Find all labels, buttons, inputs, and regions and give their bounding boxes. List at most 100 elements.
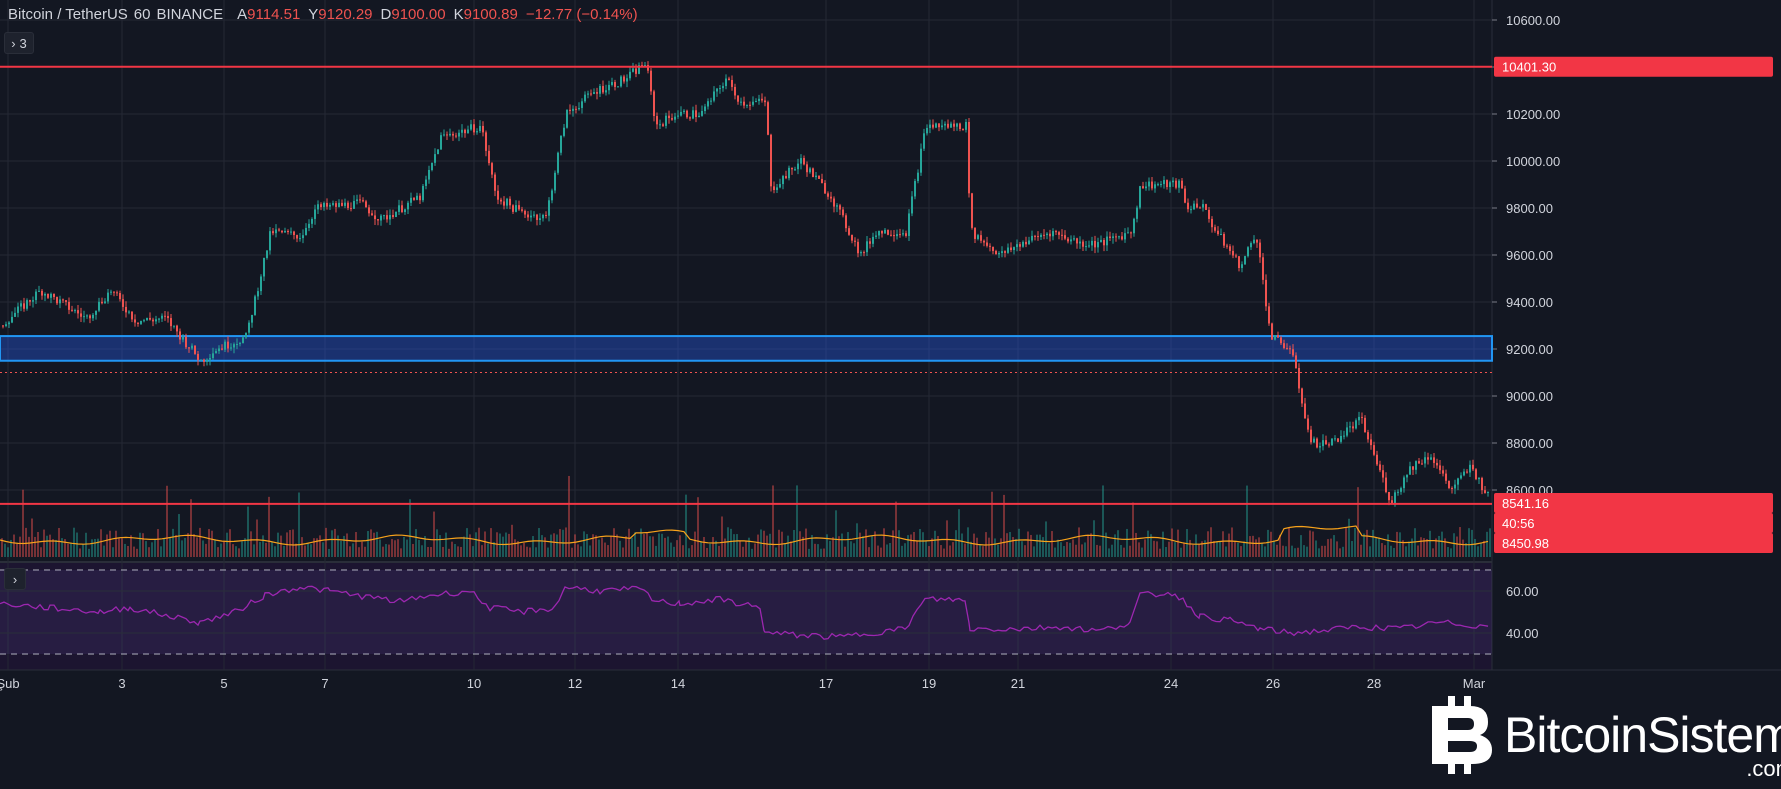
volume-bar <box>1168 541 1170 557</box>
volume-bar <box>1396 531 1398 557</box>
candle-body <box>599 86 601 94</box>
candle-body <box>884 229 886 234</box>
volume-bar <box>1057 539 1059 557</box>
volume-bar <box>304 545 306 557</box>
volume-bar <box>1072 539 1074 557</box>
candle-body <box>632 68 634 72</box>
candle-body <box>521 209 523 211</box>
indicators-toggle-button[interactable]: › 3 <box>4 32 34 54</box>
candle-body <box>923 133 925 149</box>
volume-bar <box>961 533 963 557</box>
candle-body <box>437 149 439 155</box>
candle-body <box>182 336 184 340</box>
volume-bar <box>1345 527 1347 557</box>
volume-bar <box>1051 531 1053 557</box>
candle-body <box>935 123 937 128</box>
volume-bar <box>238 548 240 557</box>
volume-bar <box>361 541 363 557</box>
volume-bar <box>1468 528 1470 557</box>
candle-body <box>125 306 127 313</box>
interval-label[interactable]: 60 <box>133 6 151 23</box>
candle-body <box>998 253 1000 255</box>
rsi-toggle-button[interactable]: › <box>4 568 26 590</box>
volume-bar <box>730 528 732 557</box>
volume-bar <box>97 538 99 557</box>
candle-body <box>335 203 337 207</box>
candle-body <box>59 299 61 304</box>
candle-body <box>98 301 100 311</box>
candle-body <box>380 215 382 221</box>
volume-bar <box>1357 487 1359 557</box>
candle-body <box>701 111 703 116</box>
volume-bar <box>127 545 129 557</box>
y-tick-label: 9600.00 <box>1506 248 1553 263</box>
volume-bar <box>298 492 300 557</box>
chevron-right-icon: › <box>11 35 16 51</box>
volume-bar <box>1336 541 1338 557</box>
candle-body <box>224 341 226 350</box>
volume-bar <box>346 533 348 557</box>
candle-body <box>1355 420 1357 429</box>
volume-bar <box>619 540 621 557</box>
candle-body <box>23 303 25 309</box>
volume-bar <box>1297 547 1299 557</box>
volume-bar <box>865 529 867 557</box>
candle-body <box>1220 234 1222 236</box>
volume-bar <box>439 535 441 557</box>
candle-body <box>41 290 43 296</box>
volume-bar <box>718 545 720 557</box>
candle-body <box>791 167 793 170</box>
volume-bar <box>322 542 324 557</box>
volume-bar <box>1309 530 1311 557</box>
candle-body <box>794 169 796 171</box>
volume-bar <box>535 547 537 557</box>
candle-body <box>446 134 448 136</box>
candle-body <box>374 215 376 220</box>
volume-bar <box>358 547 360 557</box>
candle-body <box>1148 181 1150 187</box>
candle-body <box>1175 180 1177 188</box>
volume-bar <box>769 533 771 557</box>
candle-body <box>662 124 664 126</box>
candle-body <box>377 219 379 221</box>
volume-bar <box>742 546 744 557</box>
candle-body <box>782 176 784 185</box>
volume-bar <box>1063 546 1065 557</box>
volume-bar <box>130 535 132 557</box>
candle-body <box>980 235 982 241</box>
volume-bar <box>823 548 825 557</box>
candle-body <box>968 122 970 194</box>
candle-body <box>500 199 502 202</box>
volume-bar <box>1342 546 1344 557</box>
candle-body <box>485 132 487 151</box>
candle-body <box>233 344 235 348</box>
candle-body <box>464 129 466 134</box>
level-price-tag: 10401.30 <box>1502 60 1556 75</box>
volume-bar <box>214 539 216 557</box>
candle-body <box>605 90 607 93</box>
candle-body <box>938 123 940 128</box>
candle-body <box>608 84 610 91</box>
price-axis-background <box>1492 0 1781 789</box>
candle-body <box>1352 426 1354 429</box>
candle-body <box>161 315 163 319</box>
symbol-name[interactable]: Bitcoin / TetherUS <box>8 6 128 23</box>
volume-bar <box>1147 530 1149 557</box>
candle-body <box>1283 343 1285 349</box>
volume-bar <box>520 545 522 557</box>
x-tick-label: 19 <box>922 676 936 691</box>
candle-body <box>1313 438 1315 443</box>
candle-body <box>1460 475 1462 479</box>
candle-body <box>809 168 811 173</box>
candle-body <box>365 201 367 208</box>
volume-bar <box>1465 543 1467 557</box>
volume-bar <box>892 530 894 557</box>
volume-bar <box>244 538 246 557</box>
candle-body <box>1124 233 1126 240</box>
volume-bar <box>1012 536 1014 557</box>
candle-body <box>977 235 979 239</box>
candle-body <box>1160 184 1162 186</box>
candle-body <box>1091 240 1093 246</box>
candle-body <box>83 316 85 318</box>
